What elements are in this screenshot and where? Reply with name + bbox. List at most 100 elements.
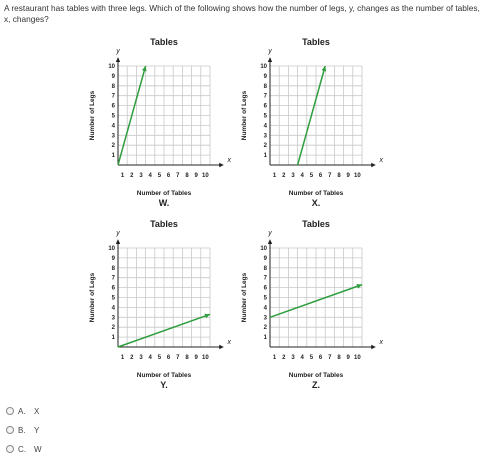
x-tick-label: 3 bbox=[291, 173, 295, 179]
x-tick-label: 2 bbox=[282, 173, 286, 179]
question-text: A restaurant has tables with three legs.… bbox=[4, 3, 480, 24]
y-tick-label: 10 bbox=[260, 64, 267, 70]
x-tick-label: 5 bbox=[310, 355, 314, 361]
data-line bbox=[117, 65, 147, 166]
choice-b-text: Y bbox=[34, 425, 40, 435]
graph-z: Tables y x 1 2 3 4 5 6 7 8 9 10 1 2 3 4 5 6 7 8 9 10 Number of … bbox=[238, 216, 468, 416]
y-tick-label: 1 bbox=[264, 335, 268, 341]
y-tick-label: 10 bbox=[108, 64, 115, 70]
x-tick-label: 1 bbox=[273, 173, 277, 179]
y-tick-label: 4 bbox=[112, 123, 116, 129]
y-tick-label: 1 bbox=[112, 153, 116, 159]
y-axis-label: Number of Legs bbox=[89, 272, 96, 322]
graph-title: Tables bbox=[150, 37, 178, 47]
x-tick-label: 6 bbox=[167, 355, 171, 361]
x-axis-label: Number of Tables bbox=[137, 372, 192, 379]
graph-caption: Z. bbox=[312, 380, 320, 390]
x-tick-label: 6 bbox=[319, 355, 323, 361]
y-tick-label: 3 bbox=[264, 315, 268, 321]
x-axis-letter: x bbox=[226, 339, 231, 346]
choice-a[interactable]: A. X bbox=[6, 405, 39, 417]
data-line-arrow bbox=[141, 66, 147, 72]
radio-c[interactable] bbox=[6, 445, 14, 453]
data-line bbox=[296, 65, 326, 166]
radio-b[interactable] bbox=[6, 426, 14, 434]
choice-a-text: X bbox=[34, 406, 40, 416]
x-axis-letter: x bbox=[226, 157, 231, 164]
choice-b[interactable]: B. Y bbox=[6, 424, 39, 436]
x-tick-label: 8 bbox=[337, 173, 341, 179]
graph-caption: Y. bbox=[160, 380, 168, 390]
y-tick-label: 5 bbox=[112, 114, 116, 120]
x-tick-label: 7 bbox=[176, 355, 180, 361]
y-tick-label: 7 bbox=[264, 94, 268, 100]
graph-caption: X. bbox=[312, 198, 321, 208]
x-axis-letter: x bbox=[378, 339, 383, 346]
y-axis-letter: y bbox=[267, 230, 272, 237]
y-tick-label: 6 bbox=[112, 104, 116, 110]
y-axis-letter: y bbox=[267, 48, 272, 55]
x-axis-arrow bbox=[371, 162, 376, 168]
y-axis-arrow bbox=[267, 239, 273, 245]
x-tick-label: 1 bbox=[121, 355, 125, 361]
y-tick-label: 9 bbox=[264, 74, 268, 80]
x-tick-label: 4 bbox=[149, 355, 153, 361]
x-tick-label: 2 bbox=[282, 355, 286, 361]
graph-title: Tables bbox=[302, 37, 330, 47]
y-tick-label: 7 bbox=[112, 94, 116, 100]
x-tick-label: 9 bbox=[347, 173, 351, 179]
graph-w: Tables y x 1 2 3 4 5 6 7 8 9 10 1 2 3 4 5 6 7 8 9 10 Number of … bbox=[86, 34, 316, 234]
y-axis-label: Number of Legs bbox=[241, 272, 248, 322]
data-line bbox=[269, 283, 363, 319]
y-tick-label: 4 bbox=[112, 305, 116, 311]
y-tick-label: 10 bbox=[108, 246, 115, 252]
choice-b-letter: B. bbox=[18, 425, 26, 435]
y-tick-label: 10 bbox=[260, 246, 267, 252]
x-tick-label: 1 bbox=[273, 355, 277, 361]
x-tick-label: 3 bbox=[291, 355, 295, 361]
y-tick-label: 2 bbox=[112, 325, 116, 331]
y-tick-label: 2 bbox=[112, 143, 116, 149]
y-tick-label: 5 bbox=[264, 114, 268, 120]
y-tick-label: 8 bbox=[112, 84, 116, 90]
y-tick-label: 5 bbox=[264, 296, 268, 302]
y-tick-label: 4 bbox=[264, 305, 268, 311]
x-tick-label: 6 bbox=[167, 173, 171, 179]
x-tick-label: 2 bbox=[130, 173, 134, 179]
x-tick-label: 5 bbox=[158, 355, 162, 361]
graph-title: Tables bbox=[150, 219, 178, 229]
x-axis-label: Number of Tables bbox=[289, 372, 344, 379]
x-tick-label: 10 bbox=[202, 355, 209, 361]
y-axis-label: Number of Legs bbox=[89, 90, 96, 140]
graph-x: Tables y x 1 2 3 4 5 6 7 8 9 10 1 2 3 4 5 6 7 8 9 10 Number of … bbox=[238, 34, 468, 234]
y-axis-label: Number of Legs bbox=[241, 90, 248, 140]
y-tick-label: 3 bbox=[112, 133, 116, 139]
y-tick-label: 8 bbox=[264, 266, 268, 272]
radio-a[interactable] bbox=[6, 407, 14, 415]
y-tick-label: 2 bbox=[264, 325, 268, 331]
y-axis-arrow bbox=[115, 239, 121, 245]
x-tick-label: 8 bbox=[337, 355, 341, 361]
choice-c[interactable]: C. W bbox=[6, 443, 42, 455]
x-axis-letter: x bbox=[378, 157, 383, 164]
graph-y: Tables y x 1 2 3 4 5 6 7 8 9 10 1 2 3 4 5 6 7 8 9 10 Number of … bbox=[86, 216, 316, 416]
y-tick-label: 6 bbox=[112, 286, 116, 292]
data-line-arrow bbox=[204, 313, 210, 319]
y-tick-label: 4 bbox=[264, 123, 268, 129]
y-tick-label: 6 bbox=[264, 286, 268, 292]
y-tick-label: 1 bbox=[112, 335, 116, 341]
x-axis-label: Number of Tables bbox=[137, 190, 192, 197]
graph-title: Tables bbox=[302, 219, 330, 229]
x-tick-label: 9 bbox=[195, 173, 199, 179]
x-axis-arrow bbox=[219, 344, 224, 350]
data-line-arrow bbox=[321, 66, 327, 72]
y-tick-label: 8 bbox=[264, 84, 268, 90]
data-line-arrow bbox=[356, 284, 362, 289]
x-tick-label: 5 bbox=[158, 173, 162, 179]
x-tick-label: 4 bbox=[301, 355, 305, 361]
x-tick-label: 3 bbox=[139, 355, 143, 361]
x-tick-label: 1 bbox=[121, 173, 125, 179]
